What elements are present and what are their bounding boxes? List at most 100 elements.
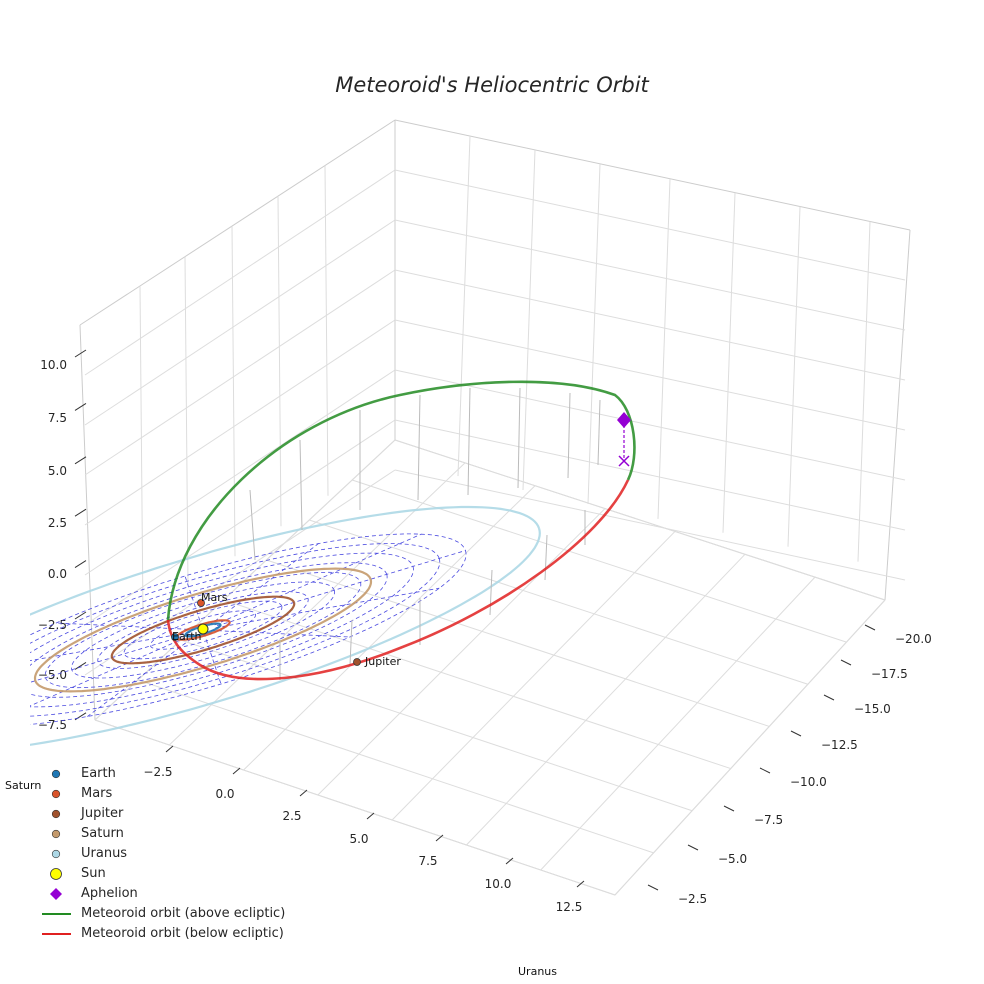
tick-mark [74,611,87,620]
grid-line [84,169,396,376]
ecliptic-spoke [210,629,350,638]
sun-marker [197,623,209,635]
tick-label: 10.0 [485,877,512,891]
legend-diamond [50,888,62,900]
tick-label: 2.5 [282,809,301,823]
legend-label: Earth [81,766,116,781]
planet-orbits [30,505,541,746]
tick-label: 0.0 [48,567,67,581]
grid-line [180,639,693,812]
ecliptic-spoke [30,633,190,683]
ecliptic-spoke [56,622,196,631]
grid-line [394,319,906,431]
orbit-above-ecliptic [166,380,636,621]
ecliptic-spoke [208,543,319,626]
chart-title: Meteoroid's Heliocentric Orbit [335,73,649,97]
planet-earth [171,633,179,641]
tick-mark [232,767,241,775]
ecliptic-spoke [184,575,203,628]
legend-marker [50,888,62,900]
tick-mark [505,857,514,865]
orbit-uranus [30,505,541,746]
tick-label: −12.5 [821,738,858,752]
tick-label: −10.0 [790,775,827,789]
box-edge [79,324,96,721]
tick-label: −20.0 [895,632,932,646]
ecliptic-spoke [215,587,440,629]
tick-label: −2.5 [143,765,172,779]
grid-line [787,206,801,547]
tick-label: 10.0 [40,358,67,372]
tick-mark [864,624,876,631]
tick-label: −17.5 [871,667,908,681]
legend-label: Mars [81,786,113,801]
body-labels: Mars Earth Jupiter Saturn Uranus [5,591,557,978]
grid-line [614,599,886,896]
grid-line [324,165,329,496]
legend-label: Jupiter [81,806,124,821]
tick-label: 7.5 [48,411,67,425]
orbit-earth [184,622,222,638]
drop-line [517,387,521,489]
ecliptic-rings [30,533,467,725]
tick-label: 0.0 [215,787,234,801]
grid-line [394,219,906,331]
tick-mark [687,844,699,851]
tick-mark [74,712,87,721]
drop-line [567,392,571,479]
grid-line [722,192,736,533]
grid-line [243,485,536,771]
grid-line [522,149,536,490]
legend-dot [51,789,61,799]
orbit-saturn [33,567,373,693]
legend-marker [51,849,61,859]
grid-line [394,269,906,381]
tick-mark [647,884,659,891]
legend-dot [51,809,61,819]
ecliptic-spoke [30,631,191,662]
legend-label: Uranus [81,846,128,861]
tick-mark [366,812,375,820]
pane-fill [80,120,910,615]
tick-label: −5.0 [38,668,67,682]
ecliptic-circle [30,543,441,717]
tick-mark [74,508,87,517]
label-jupiter: Jupiter [364,655,401,668]
tick-label: 5.0 [349,832,368,846]
legend-sun [50,868,62,880]
legend-marker [42,913,71,915]
legend-label: Sun [81,866,106,881]
box-edge [79,119,396,326]
drop-line [597,399,601,466]
legend-label: Saturn [81,826,124,841]
legend-marker [51,829,61,839]
tick-label: −7.5 [38,718,67,732]
grid-line [137,679,654,854]
label-uranus: Uranus [518,965,557,978]
legend-dot [51,849,61,859]
grid-line [84,369,396,576]
grid-line [394,419,906,531]
grid-line [84,319,396,526]
tick-mark [576,880,585,888]
grid-line [857,221,871,562]
tick-mark [299,789,308,797]
tick-mark [840,659,852,666]
grid-line [317,508,606,796]
label-saturn: Saturn [5,779,41,792]
legend-label: Meteoroid orbit (below ecliptic) [81,926,284,941]
label-earth: Earth [172,630,202,643]
legend-marker [50,868,62,880]
tick-label: −2.5 [678,892,707,906]
box-edge [394,119,911,231]
orbit-group [30,505,541,746]
aphelion-marker [617,412,631,428]
tick-mark [165,745,174,753]
legend-label: Aphelion [81,886,138,901]
grid-line [466,553,746,846]
bodies [171,412,631,666]
tick-mark [74,560,87,569]
tick-label: 5.0 [48,464,67,478]
grid-line [394,369,906,481]
grid-line [84,269,396,476]
